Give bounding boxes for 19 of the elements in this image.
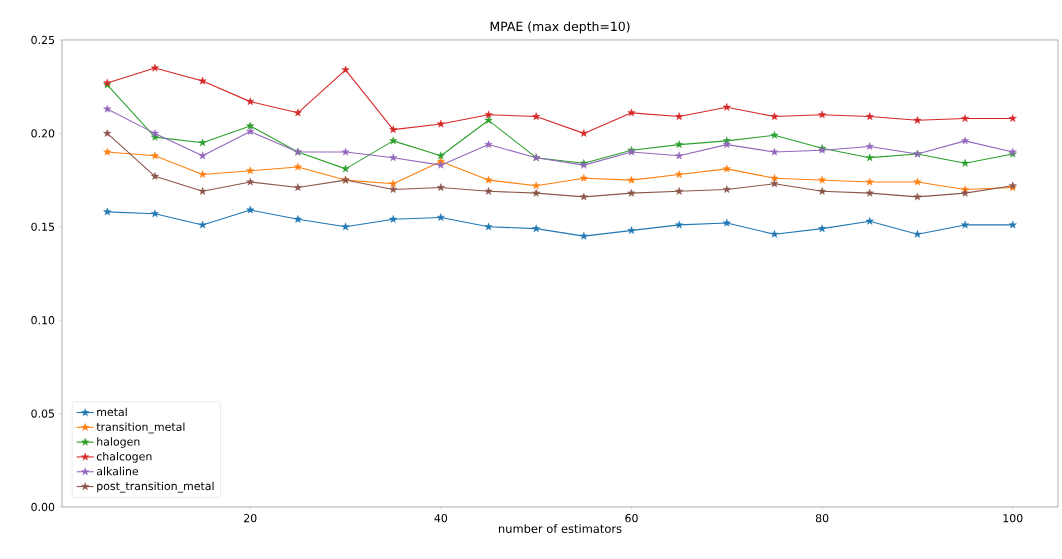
legend-label: halogen xyxy=(97,437,140,448)
chart-title: MPAE (max depth=10) xyxy=(490,21,630,34)
y-tick-label: 0.15 xyxy=(31,222,55,231)
y-tick-label: 0.05 xyxy=(31,409,55,418)
y-tick-label: 0.25 xyxy=(31,35,55,45)
x-tick-label: 20 xyxy=(244,514,257,523)
x-tick-label: 100 xyxy=(1003,514,1023,523)
legend-label: alkaline xyxy=(96,466,139,476)
legend-label: post_transition_metal xyxy=(97,481,214,493)
y-tick-label: 0.00 xyxy=(31,502,55,512)
x-axis-title: number of estimators xyxy=(499,524,622,533)
legend-label: chalcogen xyxy=(96,452,152,463)
legend-label: transition_metal xyxy=(96,422,185,434)
legend-label: metal xyxy=(97,407,127,417)
x-tick-label: 40 xyxy=(434,514,448,523)
y-tick-label: 0.10 xyxy=(31,316,55,325)
y-tick-label: 0.20 xyxy=(31,129,55,138)
x-tick-label: 60 xyxy=(625,514,638,523)
x-tick-label: 80 xyxy=(815,514,829,523)
